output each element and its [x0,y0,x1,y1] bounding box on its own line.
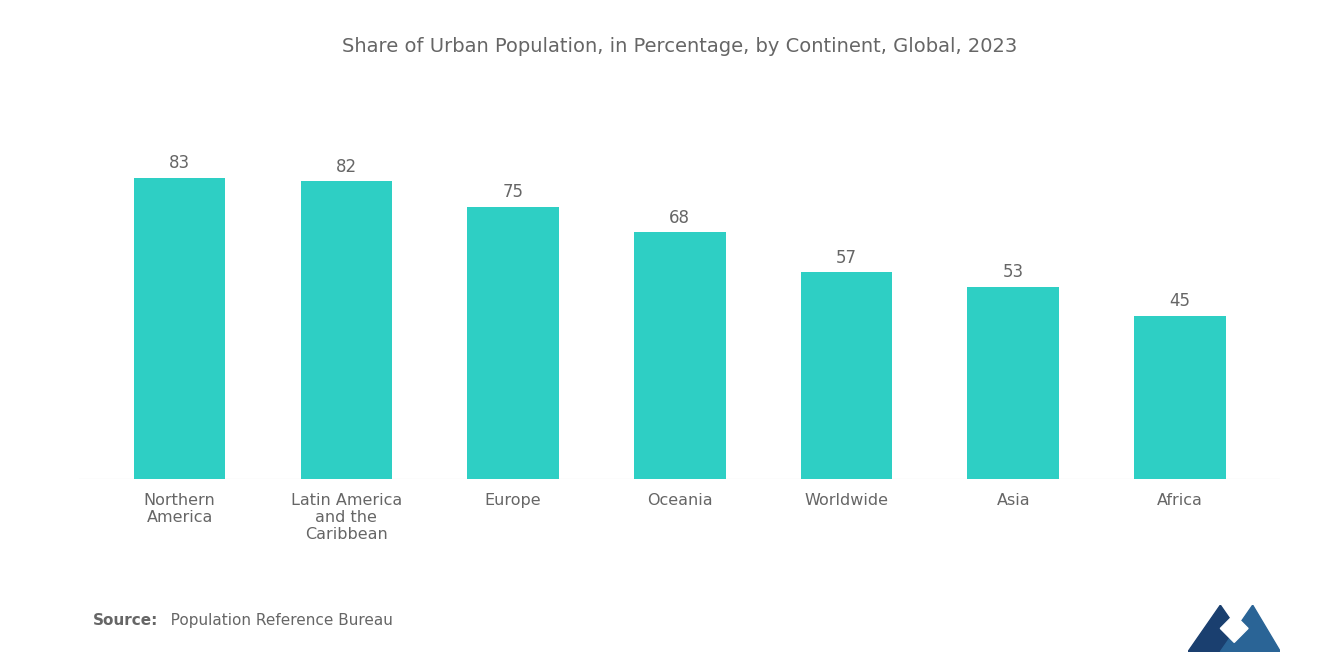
Bar [133,178,226,479]
Text: 53: 53 [1003,263,1024,281]
Text: 57: 57 [836,249,857,267]
Bar [301,182,392,479]
Bar [467,207,558,479]
Text: 45: 45 [1170,292,1191,310]
Bar [634,232,726,479]
Polygon shape [1220,614,1249,642]
Polygon shape [1220,605,1280,652]
Text: Population Reference Bureau: Population Reference Bureau [156,613,392,628]
Text: 83: 83 [169,154,190,172]
Title: Share of Urban Population, in Percentage, by Continent, Global, 2023: Share of Urban Population, in Percentage… [342,37,1018,56]
Bar [968,287,1059,479]
Bar [801,272,892,479]
Bar [1134,316,1226,479]
Text: 82: 82 [335,158,356,176]
Text: 75: 75 [503,184,524,201]
Text: 68: 68 [669,209,690,227]
Polygon shape [1188,605,1253,652]
Text: Source:: Source: [92,613,158,628]
